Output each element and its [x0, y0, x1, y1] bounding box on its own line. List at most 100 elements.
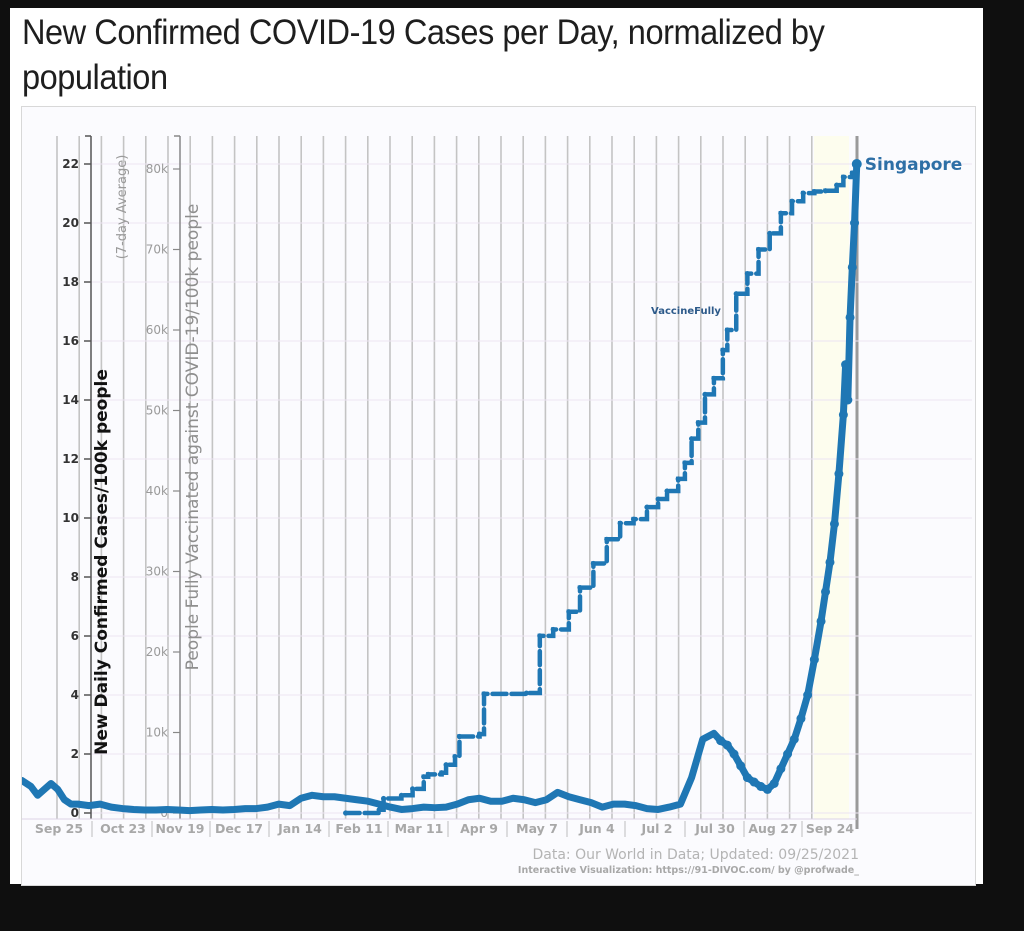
cases-point: [803, 690, 813, 700]
y-tick-label: 12: [62, 452, 79, 466]
vaccination-point: [537, 633, 543, 639]
vaccination-point: [439, 770, 445, 776]
vaccination-point: [695, 419, 701, 426]
chart-panel: New Confirmed COVID-19 Cases per Day, no…: [10, 8, 983, 886]
vaccination-point: [834, 182, 840, 188]
highlight-band: [814, 136, 849, 819]
vaccination-point: [523, 690, 530, 696]
x-tick-label: Aug 27: [748, 821, 797, 836]
y-axis-subtitle: (7-day Average): [115, 155, 130, 260]
y2-tick-label: 60k: [146, 323, 168, 337]
vaccination-point: [655, 496, 661, 502]
annotation-vaccine-fully: VaccineFully: [651, 306, 721, 317]
y-tick-label: 16: [62, 334, 79, 348]
cases-point: [742, 773, 752, 783]
vaccination-point: [724, 327, 730, 333]
cases-point: [783, 749, 793, 759]
x-tick-label: May 7: [516, 821, 558, 836]
y-tick-label: 0: [71, 806, 79, 820]
cases-point: [816, 616, 826, 626]
vaccination-point: [664, 488, 670, 494]
vertical-gridlines: [56, 136, 859, 829]
vaccination-point: [630, 516, 637, 522]
cases-point: [821, 587, 831, 597]
vaccination-point: [720, 347, 726, 353]
vaccination-point: [550, 626, 556, 633]
cases-point: [756, 781, 766, 791]
vaccination-point: [398, 792, 405, 798]
cases-point: [841, 360, 851, 370]
source-text: Data: Our World in Data; Updated: 09/25/…: [532, 847, 859, 863]
vaccination-point: [644, 504, 650, 510]
vaccination-point: [456, 733, 463, 740]
cases-point: [716, 736, 726, 746]
x-tick-label: Jun 4: [578, 821, 615, 836]
y-tick-label: 4: [71, 688, 79, 702]
x-tick-label: Sep 24: [806, 821, 854, 836]
cases-point: [850, 218, 860, 228]
x-tick-label: Jul 30: [694, 821, 735, 836]
cases-point: [729, 749, 739, 759]
vaccination-point: [566, 609, 572, 615]
series-label-singapore: Singapore: [865, 155, 963, 175]
vaccination-point: [452, 754, 458, 760]
vaccination-point: [443, 762, 449, 768]
y-tick-label: 22: [62, 157, 79, 171]
vaccination-point: [376, 807, 382, 813]
vaccination-point: [822, 188, 829, 194]
cases-point: [847, 262, 857, 272]
vaccination-point: [481, 691, 487, 697]
vaccination-point: [767, 230, 773, 236]
y-tick-label: 18: [62, 275, 79, 289]
vaccination-point: [702, 391, 708, 397]
vaccination-point: [789, 198, 795, 204]
y-tick-label: 6: [71, 629, 79, 643]
x-tick-label: Oct 23: [100, 821, 146, 836]
vaccination-point: [675, 476, 681, 482]
x-tick-label: Sep 25: [35, 821, 83, 836]
vaccination-point: [421, 774, 427, 780]
cases-line: [22, 160, 861, 815]
cases-point: [845, 312, 855, 322]
y2-tick-label: 20k: [146, 645, 168, 659]
y2-tick-label: 40k: [146, 484, 168, 498]
x-tick-label: Jan 14: [277, 821, 322, 836]
cases-point: [834, 469, 844, 479]
vaccination-point: [343, 810, 349, 816]
y-tick-label: 20: [62, 216, 79, 230]
cases-endpoint: [851, 159, 862, 169]
y2-axis-title: People Fully Vaccinated against COVID-19…: [183, 204, 203, 671]
vaccination-point: [733, 291, 739, 297]
vaccination-point: [590, 560, 596, 567]
vaccination-point: [689, 436, 695, 442]
cases-point: [789, 734, 799, 744]
vaccination-point: [410, 786, 416, 792]
cases-point: [776, 764, 786, 774]
credit-text: Interactive Visualization: https://91-DI…: [518, 865, 859, 876]
x-tick-label: Dec 17: [215, 821, 263, 836]
cases-point: [809, 655, 819, 665]
horizontal-gridlines: [91, 163, 972, 814]
series-layer: Singapore VaccineFully: [22, 155, 962, 816]
vaccination-point: [476, 731, 483, 737]
y2-tick-label: 70k: [146, 243, 168, 257]
vaccination-point: [617, 520, 623, 526]
chart: 0 2 4 6 8 10 12 14 16 18 20 22 0 10k 20k 30k 40k 50k 60k 7…: [22, 135, 972, 876]
cases-point: [796, 714, 806, 724]
x-tick-label: Nov 19: [156, 821, 205, 836]
vaccination-point: [425, 771, 431, 777]
cases-point: [736, 761, 746, 771]
y2-tick-label: 80k: [146, 162, 168, 176]
y-axis-title: New Daily Confirmed Cases/100k people: [92, 369, 112, 755]
vaccination-point: [811, 188, 817, 195]
cases-point: [829, 519, 839, 529]
vaccination-point: [755, 246, 762, 253]
page-title: New Confirmed COVID-19 Cases per Day, no…: [22, 13, 825, 97]
y-axis-primary: 0 2 4 6 8 10 12 14 16 18 20 22: [62, 135, 92, 820]
x-tick-label: Mar 11: [395, 821, 444, 836]
x-tick-label: Apr 9: [460, 821, 498, 836]
vaccination-point: [840, 174, 846, 180]
vaccination-point: [778, 210, 784, 216]
cases-point: [722, 740, 732, 750]
